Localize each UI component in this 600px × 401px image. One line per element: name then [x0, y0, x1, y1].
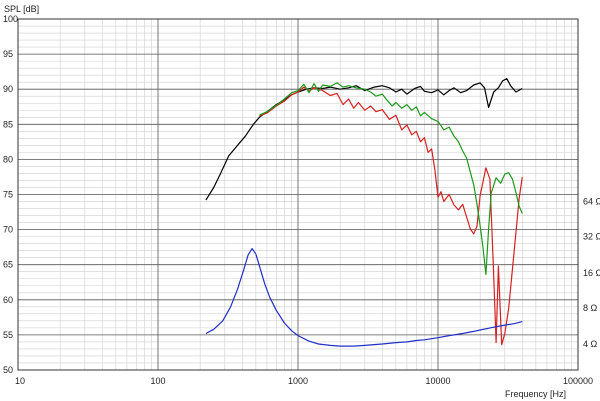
x-tick-label: 100	[150, 376, 165, 386]
series-group	[205, 78, 523, 347]
y-axis-label: SPL [dB]	[4, 4, 39, 14]
grid	[17, 18, 579, 371]
x-tick-label: 1000	[288, 376, 308, 386]
y-tick-label: 50	[3, 365, 13, 375]
y-tick-label: 95	[3, 49, 13, 59]
plot-frame	[17, 18, 579, 371]
impedance-tick-labels: 64 Ω 32 Ω 16 Ω 8 Ω 4 Ω	[583, 197, 600, 350]
y-tick-label: 90	[3, 84, 13, 94]
y-tick-label: 80	[3, 154, 13, 164]
x-tick-labels: 10 100 1000 10000 100000	[15, 376, 593, 386]
y-tick-label: 60	[3, 295, 13, 305]
y-tick-label: 55	[3, 330, 13, 340]
impedance-tick-label: 8 Ω	[583, 303, 598, 313]
impedance-tick-label: 32 Ω	[583, 232, 600, 242]
x-tick-label: 10	[15, 376, 25, 386]
x-tick-label: 100000	[563, 376, 593, 386]
impedance-tick-label: 16 Ω	[583, 268, 600, 278]
y-tick-label: 85	[3, 119, 13, 129]
y-tick-label: 75	[3, 190, 13, 200]
y-tick-labels: 50 55 60 65 70 75 80 85 90 95 100	[3, 14, 18, 375]
y-tick-label: 65	[3, 260, 13, 270]
series-line-1	[205, 78, 523, 201]
x-axis-label: Frequency [Hz]	[505, 389, 566, 399]
impedance-tick-label: 64 Ω	[583, 197, 600, 207]
series-line-3	[259, 82, 523, 276]
impedance-tick-label: 4 Ω	[583, 339, 598, 349]
x-tick-label: 10000	[425, 376, 450, 386]
y-tick-label: 100	[3, 14, 18, 24]
series-line-4	[205, 248, 523, 347]
series-line-2	[259, 86, 523, 346]
y-tick-label: 70	[3, 225, 13, 235]
